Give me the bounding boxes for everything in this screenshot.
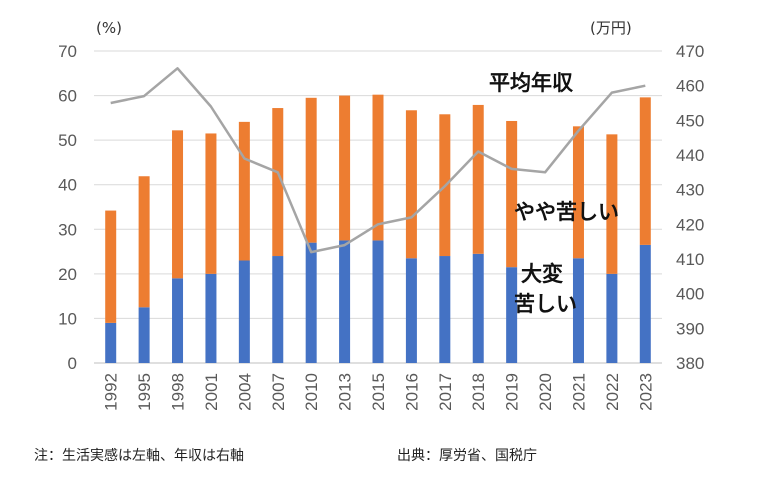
left-axis: 0 10 20 30 40 50 60 70 xyxy=(58,42,77,373)
bar-orange-2018 xyxy=(472,104,484,254)
footer-source: 出典：厚労省、国税庁 xyxy=(397,448,537,464)
bar-orange-2004 xyxy=(238,121,250,261)
bar-blue-2017 xyxy=(439,256,451,363)
x-tick-label: 2007 xyxy=(269,373,288,411)
bar-orange-1995 xyxy=(138,176,150,308)
bar-blue-2018 xyxy=(472,253,484,363)
x-tick-label: 2015 xyxy=(369,373,388,411)
bar-orange-2001 xyxy=(205,133,217,274)
bar-blue-2004 xyxy=(238,260,250,363)
bar-orange-2022 xyxy=(606,134,618,274)
right-axis-unit: (万円) xyxy=(590,19,632,37)
left-tick-label: 30 xyxy=(58,220,77,239)
bar-orange-2013 xyxy=(339,95,351,241)
right-tick-label: 390 xyxy=(676,319,704,338)
bars xyxy=(105,94,651,363)
right-tick-label: 380 xyxy=(676,354,704,373)
right-tick-label: 430 xyxy=(676,181,704,200)
right-tick-label: 470 xyxy=(676,42,704,61)
bar-orange-1998 xyxy=(172,130,184,279)
right-tick-label: 410 xyxy=(676,250,704,269)
x-tick-label: 1995 xyxy=(135,373,154,411)
right-axis: 380 390 400 410 420 430 440 450 460 470 xyxy=(676,42,704,373)
x-tick-label: 2010 xyxy=(302,373,321,411)
orange-series-label: やや苦しい xyxy=(514,200,619,224)
x-tick-label: 2021 xyxy=(569,373,588,411)
footer-note: 注：生活実感は左軸、年収は右軸 xyxy=(34,448,244,464)
left-tick-label: 60 xyxy=(58,87,77,106)
bar-blue-2022 xyxy=(606,273,618,363)
x-tick-label: 2001 xyxy=(202,373,221,411)
x-tick-label: 2017 xyxy=(436,373,455,411)
income-line-path xyxy=(110,67,646,254)
x-tick-label: 2016 xyxy=(402,373,421,411)
left-tick-label: 50 xyxy=(58,131,77,150)
bar-blue-2007 xyxy=(272,256,284,363)
bar-blue-1992 xyxy=(105,322,117,363)
x-tick-label: 2018 xyxy=(469,373,488,411)
left-tick-label: 40 xyxy=(58,176,77,195)
bar-orange-2016 xyxy=(405,110,417,259)
x-tick-label: 2013 xyxy=(336,373,355,411)
bar-orange-2023 xyxy=(639,97,651,245)
bar-orange-2019 xyxy=(506,120,518,268)
bar-blue-1995 xyxy=(138,307,150,363)
blue-series-label-line1: 大変 xyxy=(521,262,563,286)
bar-orange-1992 xyxy=(105,210,117,323)
right-tick-label: 440 xyxy=(676,146,704,165)
left-tick-label: 20 xyxy=(58,265,77,284)
right-tick-label: 400 xyxy=(676,285,704,304)
bar-blue-2015 xyxy=(372,240,384,363)
left-tick-label: 10 xyxy=(58,309,77,328)
right-tick-label: 420 xyxy=(676,215,704,234)
x-tick-label: 1998 xyxy=(169,373,188,411)
x-axis: 1992 1995 1998 2001 2004 2007 2010 2013 2015 2016… xyxy=(102,373,656,411)
bar-blue-2010 xyxy=(305,242,317,363)
income-line xyxy=(110,67,646,254)
x-tick-label: 2022 xyxy=(603,373,622,411)
bar-orange-2007 xyxy=(272,108,284,257)
left-tick-label: 70 xyxy=(58,42,77,61)
bar-blue-1998 xyxy=(172,278,184,363)
line-series-label: 平均年収 xyxy=(489,71,574,95)
bar-blue-2021 xyxy=(572,258,584,363)
x-tick-label: 2020 xyxy=(536,373,555,411)
bar-blue-2023 xyxy=(639,244,651,363)
bar-blue-2019 xyxy=(506,267,518,363)
bar-orange-2010 xyxy=(305,97,317,243)
x-tick-label: 2023 xyxy=(636,373,655,411)
left-tick-label: 0 xyxy=(68,354,77,373)
bar-blue-2013 xyxy=(339,240,351,363)
right-tick-label: 460 xyxy=(676,77,704,96)
x-tick-label: 2004 xyxy=(235,373,254,411)
chart: 0 10 20 30 40 50 60 70 380 390 400 410 420 430 440 450… xyxy=(58,19,704,411)
x-tick-label: 2019 xyxy=(503,373,522,411)
bar-orange-2015 xyxy=(372,94,384,241)
bar-orange-2021 xyxy=(572,126,584,259)
left-axis-unit: (%) xyxy=(96,19,122,37)
bar-blue-2001 xyxy=(205,273,217,363)
blue-series-label-line2: 苦しい xyxy=(514,292,577,316)
bar-blue-2016 xyxy=(405,258,417,363)
right-tick-label: 450 xyxy=(676,111,704,130)
x-tick-label: 1992 xyxy=(102,373,121,411)
